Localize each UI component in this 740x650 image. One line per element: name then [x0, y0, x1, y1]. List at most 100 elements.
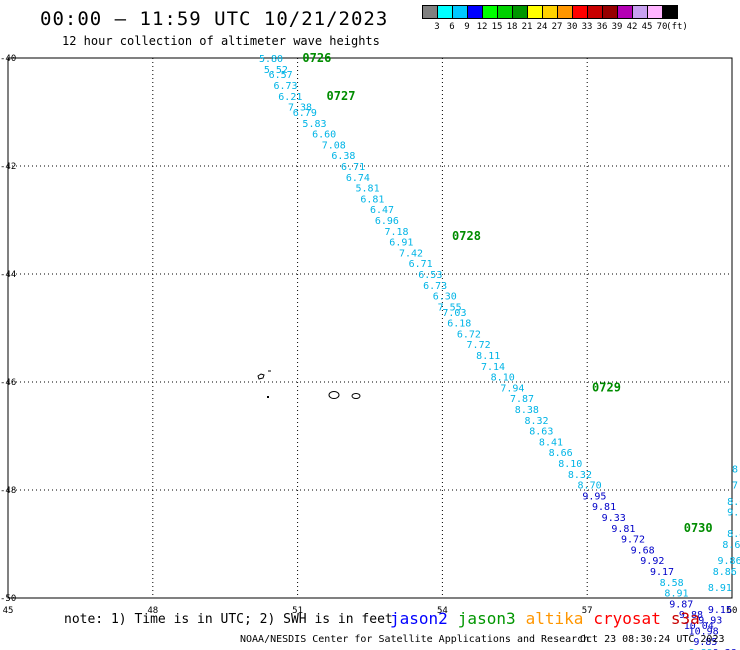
swh-value: 8.32: [568, 470, 592, 481]
footnote: note: 1) Time is in UTC; 2) SWH is in fe…: [64, 612, 393, 627]
satellite-name: jason3: [457, 609, 516, 628]
y-tick-label: -48: [0, 486, 16, 496]
swh-value: 9.95: [582, 491, 606, 502]
swh-value: 8.41: [539, 437, 563, 448]
time-label: 0728: [452, 229, 481, 243]
swh-value: 10.98: [689, 626, 719, 637]
legend-label: (ft): [666, 22, 688, 32]
swh-value: 7.18: [384, 227, 408, 238]
swh-value: 7.14: [481, 362, 505, 373]
color-legend: [422, 5, 678, 19]
swh-value: 7.: [732, 481, 740, 492]
swh-value: 9.38: [713, 648, 737, 650]
swh-value: 7.87: [510, 394, 534, 405]
swh-value: 6.73: [423, 281, 447, 292]
swh-value: 6.71: [409, 259, 433, 270]
swh-value: 8.6: [727, 497, 740, 508]
swh-value: 8.86: [713, 567, 737, 578]
y-tick-label: -40: [0, 54, 16, 64]
swh-value: 8.32: [524, 416, 548, 427]
swh-value: 6.57: [269, 70, 293, 81]
legend-label: 33: [581, 22, 593, 32]
swh-value: 5.81: [356, 184, 380, 195]
legend-label: 15: [491, 22, 503, 32]
swh-value: 10.04: [684, 621, 714, 632]
swh-value: 6.73: [273, 81, 297, 92]
legend-label: 6: [449, 22, 455, 32]
legend-label: 3: [434, 22, 440, 32]
swh-value: 5.83: [302, 119, 326, 130]
swh-value: 6.60: [312, 130, 336, 141]
swh-value: 5.52: [264, 65, 288, 76]
data-tracks: 5.805.526.576.736.217.386.795.836.607.08…: [259, 54, 740, 650]
swh-value: 8.91: [664, 589, 688, 600]
legend-label: 18: [506, 22, 518, 32]
swh-value: 8.58: [660, 578, 684, 589]
legend-swatch: [662, 5, 678, 19]
legend-label: 42: [626, 22, 638, 32]
legend-label: 27: [551, 22, 563, 32]
satellite-name: s3a: [670, 609, 700, 628]
swh-value: 8.89: [689, 648, 713, 650]
legend-label: 39: [611, 22, 623, 32]
legend-label: 21: [521, 22, 533, 32]
legend-label: 30: [566, 22, 578, 32]
swh-value: 9.33: [602, 513, 626, 524]
swh-value: 6.21: [278, 92, 302, 103]
legend-label: 45: [641, 22, 653, 32]
plot-frame: [7, 57, 733, 599]
land-outlines: [257, 370, 361, 399]
swh-value: 9.92: [640, 556, 664, 567]
swh-value: 7.03: [442, 308, 466, 319]
swh-value: 8: [732, 464, 738, 475]
swh-value: 6.91: [389, 238, 413, 249]
swh-value: 6.74: [346, 173, 370, 184]
time-label: 0726: [302, 51, 331, 65]
swh-value: 6.53: [418, 270, 442, 281]
swh-value: 6.71: [341, 162, 365, 173]
island-outline: [328, 391, 340, 399]
swh-value: 6.81: [360, 194, 384, 205]
swh-value: 7.38: [288, 103, 312, 114]
swh-value: 6.47: [370, 205, 394, 216]
time-label: 0729: [592, 380, 621, 394]
y-tick-label: -50: [0, 594, 16, 604]
swh-value: 7.42: [399, 248, 423, 259]
satellite-name: altika: [525, 609, 584, 628]
grid-lines: [7, 57, 733, 599]
y-tick-label: -42: [0, 162, 16, 172]
credit-text: NOAA/NESDIS Center for Satellite Applica…: [240, 634, 590, 645]
generated-timestamp: Oct 23 08:30:24 UTC 2023: [580, 634, 725, 645]
swh-value: 9.17: [650, 567, 674, 578]
swh-value: 7.55: [438, 302, 462, 313]
swh-value: 8.63: [529, 427, 553, 438]
y-tick-label: -46: [0, 378, 16, 388]
swh-value: 8.11: [476, 351, 500, 362]
swh-value: 8.38: [515, 405, 539, 416]
swh-value: 9.87: [669, 599, 693, 610]
legend-label: 70: [656, 22, 668, 32]
swh-value: 9.81: [611, 524, 635, 535]
swh-value: 9.68: [631, 545, 655, 556]
swh-value: 9.15: [708, 605, 732, 616]
swh-value: 8.10: [491, 373, 515, 384]
x-tick-label: 48: [147, 606, 158, 616]
swh-value: 8.70: [578, 481, 602, 492]
swh-value: 8.66: [549, 448, 573, 459]
time-label: 0727: [327, 89, 356, 103]
satellite-legend: jason2 jason3 altika cryosat s3a: [390, 609, 710, 628]
swh-value: 7.72: [467, 340, 491, 351]
island-outline: [267, 396, 269, 398]
chart-subtitle: 12 hour collection of altimeter wave hei…: [62, 34, 380, 48]
time-labels: 0726 0727 0728 0729 0730: [302, 51, 712, 535]
swh-value: 6.38: [331, 151, 355, 162]
legend-label: 24: [536, 22, 548, 32]
x-tick-label: 51: [292, 606, 303, 616]
swh-value: 9.13: [727, 508, 740, 519]
swh-value: 9.81: [592, 502, 616, 513]
time-label: 0730: [684, 521, 713, 535]
swh-value: 6.18: [447, 319, 471, 330]
swh-value: 9.86: [718, 556, 740, 567]
x-tick-label: 45: [3, 606, 14, 616]
